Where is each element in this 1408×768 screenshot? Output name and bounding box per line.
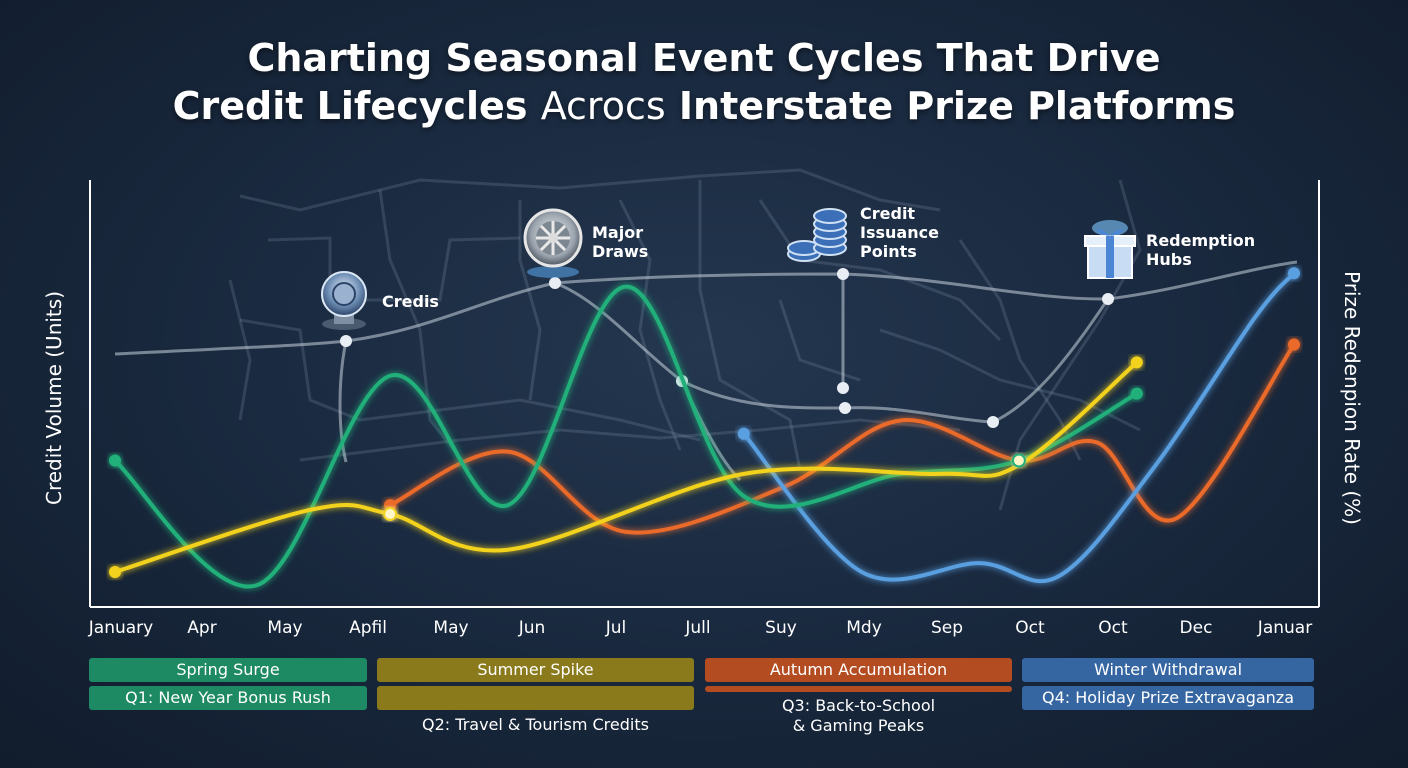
band-autumn-sub: Q3: Back-to-School & Gaming Peaks <box>781 696 936 735</box>
band-winter-sub: Q4: Holiday Prize Extravaganza <box>1022 686 1314 710</box>
coin-stack-icon <box>787 208 847 262</box>
route-node <box>837 268 849 280</box>
x-tick-label: Jul <box>605 618 627 638</box>
x-tick-label: Jull <box>685 618 711 638</box>
series-endpoint-blue-start <box>737 427 750 440</box>
route-node <box>839 402 851 414</box>
band-label: Summer Spike <box>477 660 594 679</box>
y-axis-label-left: Credit Volume (Units) <box>42 291 66 505</box>
route-node <box>340 335 352 347</box>
x-tick-label: Apr <box>187 618 217 638</box>
series-line-blue <box>741 271 1296 584</box>
x-tick-label: Oct <box>1098 618 1128 638</box>
band-sub-label: Q4: Holiday Prize Extravaganza <box>1041 688 1294 707</box>
series-endpoint-yellow-end <box>1130 356 1143 369</box>
band-label: Spring Surge <box>176 660 280 679</box>
title-line-2-part-a: Credit Lifecycles <box>172 84 528 128</box>
x-tick-label: Jun <box>518 618 546 638</box>
series-line-orange <box>388 342 1296 535</box>
series-endpoint-orange-end <box>1288 338 1300 351</box>
x-tick-label: May <box>433 618 469 638</box>
band-autumn: Autumn Accumulation <box>705 658 1012 682</box>
route-node <box>1102 293 1114 305</box>
series-layer <box>109 267 1300 589</box>
series-endpoint-teal-start <box>109 454 121 467</box>
wheel-icon <box>523 208 583 278</box>
x-tick-label: Oct <box>1015 618 1045 638</box>
x-tick-label: January <box>88 618 154 638</box>
band-winter: Winter Withdrawal <box>1022 658 1314 682</box>
callout-label: Credis <box>382 292 439 311</box>
x-tick-label: Sep <box>930 618 964 638</box>
x-tick-label: Suy <box>765 618 797 638</box>
band-spring: Spring Surge <box>89 658 367 682</box>
series-endpoint-yellow-start <box>109 566 121 579</box>
y-axis-label-right: Prize Redenpion Rate (%) <box>1340 271 1364 525</box>
series-line-yellow <box>113 360 1139 575</box>
highlight-point <box>1011 453 1026 468</box>
title-line-1: Charting Seasonal Event Cycles That Driv… <box>247 36 1161 80</box>
x-tick-label: Dec <box>1179 618 1213 638</box>
callout-label: Credit Issuance Points <box>860 204 939 261</box>
callout-label: Major Draws <box>592 223 649 261</box>
chart-title: Charting Seasonal Event Cycles That Driv… <box>0 34 1408 130</box>
band-label: Winter Withdrawal <box>1093 660 1243 679</box>
title-line-2-part-b: Acrocs <box>540 84 666 128</box>
title-line-2-part-c: Interstate Prize Platforms <box>678 84 1236 128</box>
x-tick-label: May <box>267 618 303 638</box>
band-summer: Summer Spike <box>377 658 694 682</box>
callout-label: Redemption Hubs <box>1146 231 1256 269</box>
band-summer-sub: Q2: Travel & Tourism Credits <box>422 715 649 734</box>
x-tick-label: Apfil <box>349 618 387 638</box>
route-nodes <box>340 268 1114 428</box>
series-endpoint-blue-end <box>1288 267 1300 280</box>
map-background <box>228 168 1142 511</box>
x-tick-label: Mdy <box>846 618 882 638</box>
route-node <box>837 382 849 394</box>
title-line-2: Credit Lifecycles Acrocs Interstate Priz… <box>0 82 1408 130</box>
x-tick-label: Januar <box>1257 618 1313 638</box>
series-line-teal <box>113 284 1139 589</box>
series-endpoint-teal-end <box>1130 387 1143 400</box>
band-summer-sub-bar <box>377 686 694 710</box>
chip-icon <box>321 271 367 330</box>
band-sub-label: Q1: New Year Bonus Rush <box>125 688 331 707</box>
band-autumn-sub-bar <box>705 686 1012 692</box>
route-node <box>987 416 999 428</box>
band-spring-sub: Q1: New Year Bonus Rush <box>89 686 367 710</box>
route-node <box>549 277 561 289</box>
highlight-point <box>383 507 398 522</box>
route-network <box>114 260 1298 482</box>
gift-icon <box>1084 220 1136 279</box>
band-label: Autumn Accumulation <box>769 660 948 679</box>
